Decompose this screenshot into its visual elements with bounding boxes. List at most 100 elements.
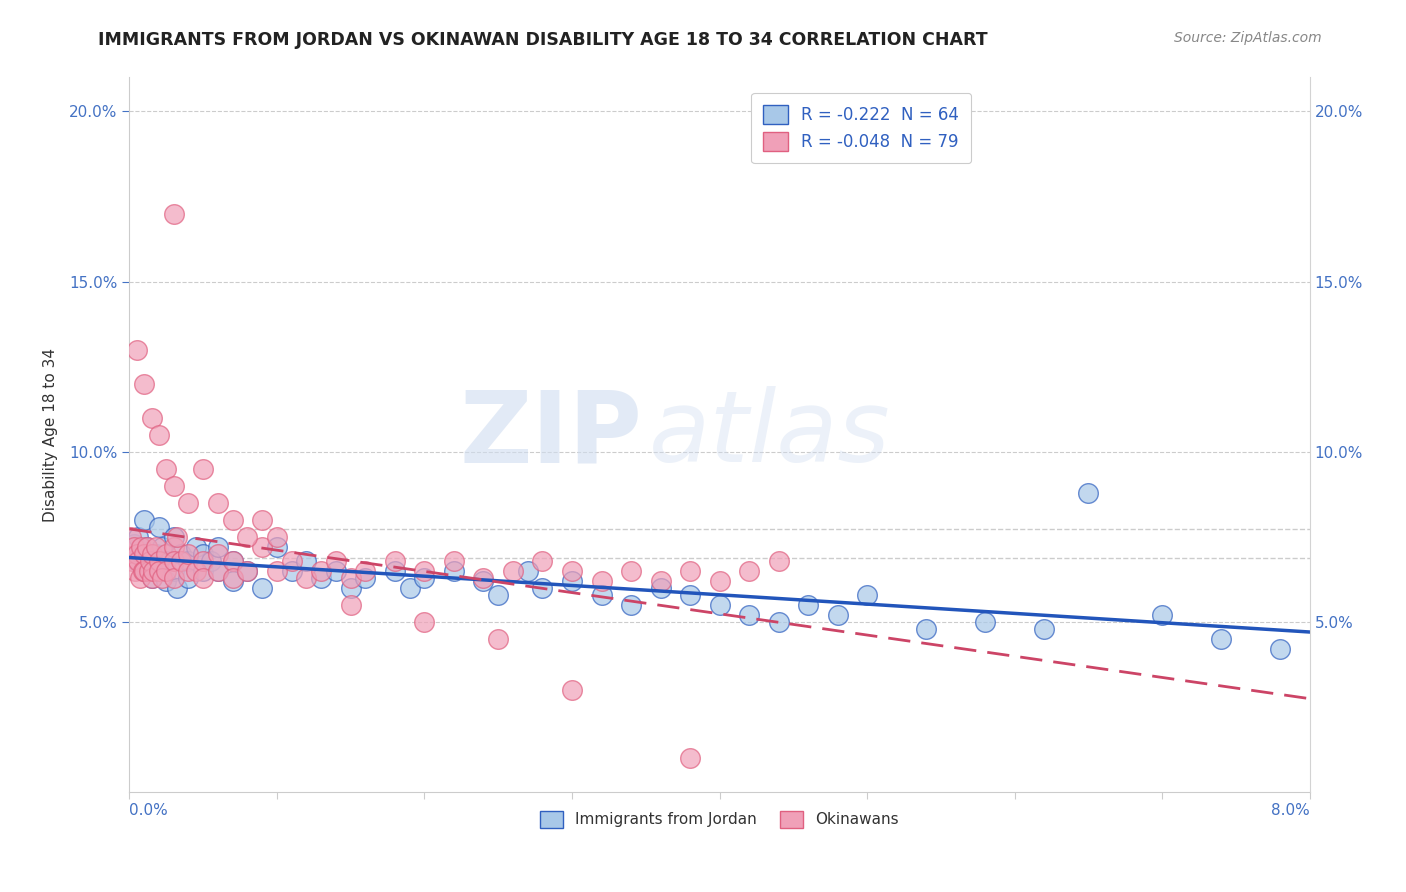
Point [184, 564, 207, 578]
Point [177, 547, 200, 561]
Point [155, 574, 177, 588]
Point [679, 588, 702, 602]
Point [184, 540, 207, 554]
Text: IMMIGRANTS FROM JORDAN VS OKINAWAN DISABILITY AGE 18 TO 34 CORRELATION CHART: IMMIGRANTS FROM JORDAN VS OKINAWAN DISAB… [98, 31, 988, 49]
Point [266, 530, 288, 544]
Point [1268, 642, 1291, 657]
Point [163, 553, 186, 567]
Point [124, 564, 146, 578]
Point [1033, 622, 1056, 636]
Point [127, 553, 149, 567]
Point [620, 564, 643, 578]
Point [139, 553, 162, 567]
Point [221, 553, 243, 567]
Point [177, 571, 200, 585]
Point [384, 564, 406, 578]
Point [155, 461, 177, 475]
Point [141, 553, 163, 567]
Point [134, 547, 156, 561]
Point [325, 564, 347, 578]
Point [141, 410, 163, 425]
Point [1152, 607, 1174, 622]
Point [207, 564, 229, 578]
Point [768, 553, 790, 567]
Point [472, 571, 495, 585]
Point [531, 581, 554, 595]
Point [768, 615, 790, 629]
Point [738, 607, 761, 622]
Point [325, 553, 347, 567]
Point [650, 574, 672, 588]
Point [516, 564, 538, 578]
Point [145, 540, 167, 554]
Point [472, 574, 495, 588]
Point [141, 547, 163, 561]
Point [620, 598, 643, 612]
Point [148, 564, 170, 578]
Point [280, 553, 302, 567]
Point [148, 519, 170, 533]
Point [1077, 485, 1099, 500]
Point [709, 574, 731, 588]
Point [166, 581, 188, 595]
Point [125, 553, 148, 567]
Point [170, 553, 193, 567]
Point [125, 547, 148, 561]
Point [443, 553, 465, 567]
Point [339, 598, 361, 612]
Point [250, 513, 273, 527]
Point [236, 564, 259, 578]
Point [177, 553, 200, 567]
Point [591, 574, 613, 588]
Point [120, 530, 142, 544]
Point [531, 553, 554, 567]
Point [384, 553, 406, 567]
Point [266, 540, 288, 554]
Point [134, 513, 156, 527]
Point [856, 588, 879, 602]
Point [738, 564, 761, 578]
Point [354, 564, 377, 578]
Point [915, 622, 938, 636]
Text: Source: ZipAtlas.com: Source: ZipAtlas.com [1174, 31, 1322, 45]
Point [827, 607, 849, 622]
Point [207, 547, 229, 561]
Point [221, 571, 243, 585]
Point [122, 536, 145, 550]
Point [193, 461, 215, 475]
Point [561, 682, 583, 697]
Point [163, 479, 186, 493]
Text: 8.0%: 8.0% [1271, 803, 1309, 818]
Point [236, 530, 259, 544]
Point [295, 571, 318, 585]
Point [155, 564, 177, 578]
Point [266, 564, 288, 578]
Point [134, 564, 156, 578]
Point [295, 553, 318, 567]
Point [145, 547, 167, 561]
Text: ZIP: ZIP [460, 386, 643, 483]
Point [125, 343, 148, 357]
Point [354, 571, 377, 585]
Point [250, 540, 273, 554]
Point [163, 571, 186, 585]
Point [207, 564, 229, 578]
Point [221, 553, 243, 567]
Point [142, 564, 165, 578]
Point [122, 540, 145, 554]
Point [650, 581, 672, 595]
Point [155, 547, 177, 561]
Point [309, 571, 332, 585]
Point [177, 496, 200, 510]
Point [148, 553, 170, 567]
Point [193, 571, 215, 585]
Point [486, 632, 509, 646]
Point [127, 530, 149, 544]
Point [134, 564, 156, 578]
Point [561, 574, 583, 588]
Point [128, 571, 150, 585]
Point [134, 376, 156, 391]
Point [236, 564, 259, 578]
Point [121, 553, 143, 567]
Point [486, 588, 509, 602]
